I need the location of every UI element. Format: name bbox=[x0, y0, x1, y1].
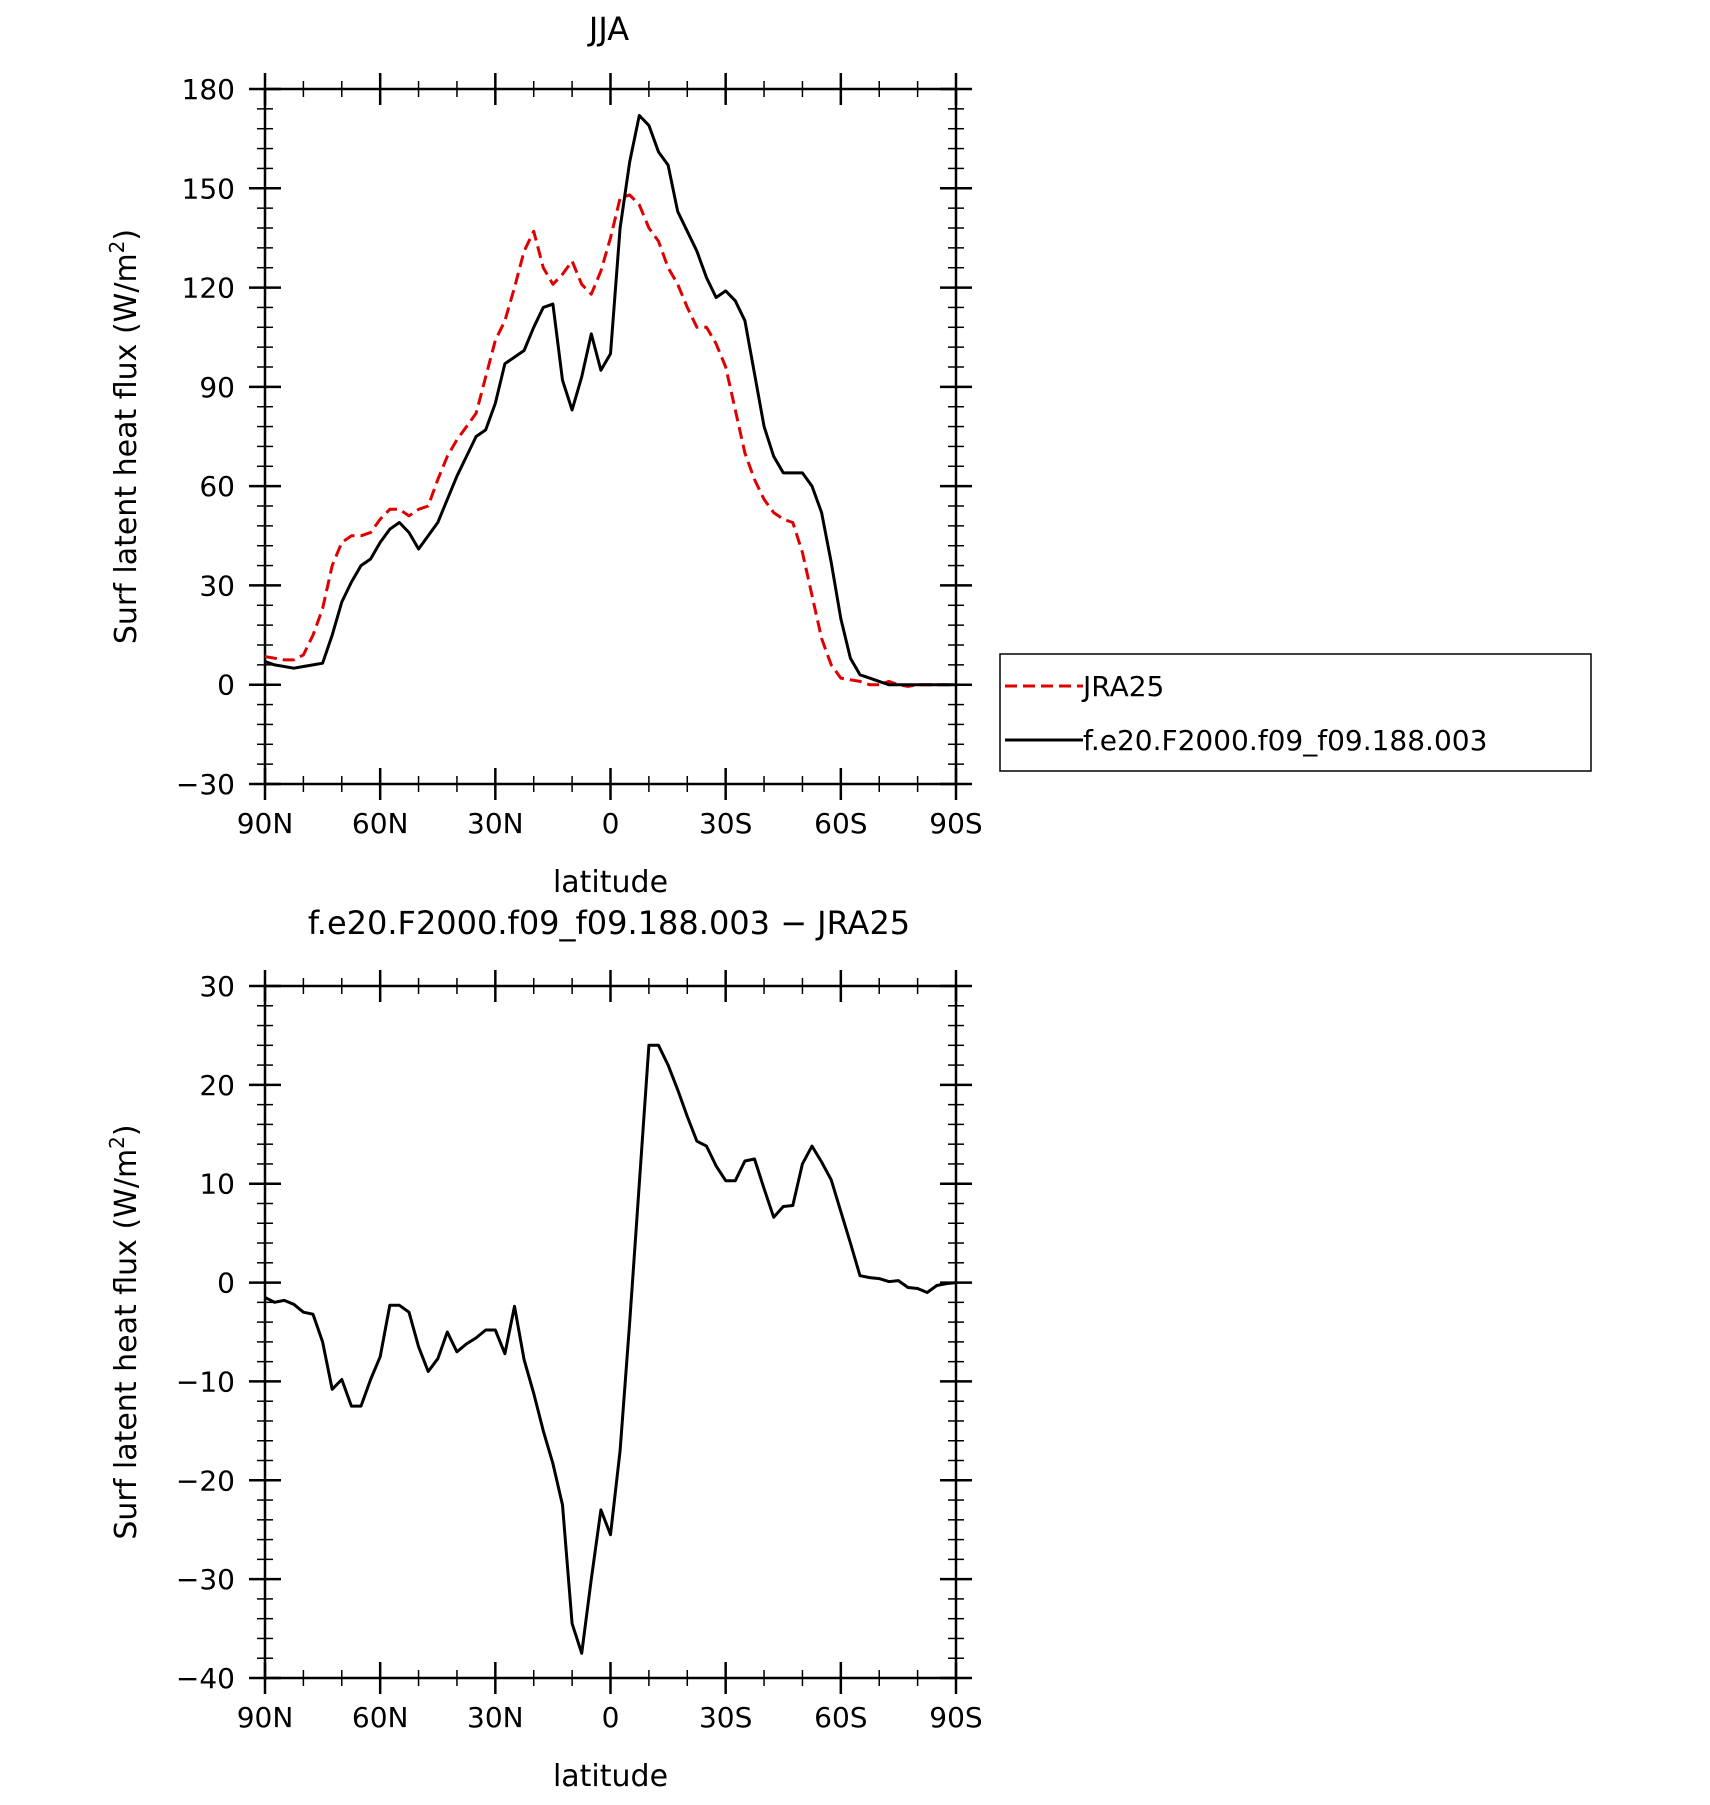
top-panel: JJA −30 0 30 60 90 120 150 180 90N 60N 30N 0 30S 60S 9… bbox=[105, 10, 983, 900]
top-y-tick-label: 0 bbox=[217, 669, 235, 702]
bottom-x-tick-label: 0 bbox=[602, 1701, 620, 1734]
bottom-y-tick-label: 10 bbox=[199, 1168, 235, 1201]
bottom-chart-title: f.e20.F2000.f09_f09.188.003 − JRA25 bbox=[308, 904, 910, 942]
top-series-line-0 bbox=[264, 193, 956, 688]
bottom-x-tick-label: 30N bbox=[467, 1701, 524, 1734]
top-axes: −30 0 30 60 90 120 150 180 90N 60N 30N 0 30S 60S 90S bbox=[176, 73, 983, 840]
top-y-tick-label: 120 bbox=[182, 272, 235, 305]
top-x-tick-label: 90N bbox=[237, 807, 294, 840]
bottom-x-axis-label: latitude bbox=[553, 1759, 668, 1794]
bottom-series-layer bbox=[264, 1043, 957, 1655]
bottom-y-tick-label: −40 bbox=[176, 1662, 235, 1695]
top-series-line-1 bbox=[264, 114, 956, 687]
bottom-x-tick-label: 30S bbox=[699, 1701, 752, 1734]
bottom-plot-frame bbox=[263, 984, 958, 1680]
bottom-y-tick-label: −30 bbox=[176, 1563, 235, 1596]
top-x-tick-label: 30S bbox=[699, 807, 752, 840]
bottom-axes: −40 −30 −20 −10 0 10 20 30 90N 60N 30N 0 30S 60S 90S bbox=[176, 970, 983, 1734]
top-x-tick-label: 90S bbox=[929, 807, 982, 840]
top-x-axis-label: latitude bbox=[553, 865, 668, 900]
top-x-tick-label: 0 bbox=[602, 807, 620, 840]
top-y-tick-label: 90 bbox=[199, 371, 235, 404]
top-y-tick-label: −30 bbox=[176, 768, 235, 801]
top-x-tick-label: 60S bbox=[814, 807, 867, 840]
bottom-panel: f.e20.F2000.f09_f09.188.003 − JRA25 −40−… bbox=[105, 904, 983, 1794]
legend-label-jra25: JRA25 bbox=[1081, 670, 1164, 703]
legend-box bbox=[999, 653, 1592, 772]
bottom-series-line-0 bbox=[264, 1043, 957, 1655]
legend-label-model: f.e20.F2000.f09_f09.188.003 bbox=[1083, 724, 1487, 757]
top-x-tick-label: 30N bbox=[467, 807, 524, 840]
legend: JRA25 f.e20.F2000.f09_f09.188.003 bbox=[999, 653, 1592, 772]
bottom-x-tick-label: 60N bbox=[352, 1701, 409, 1734]
bottom-y-tick-label: 20 bbox=[199, 1069, 235, 1102]
top-chart-title: JJA bbox=[587, 10, 629, 48]
bottom-y-tick-label: −10 bbox=[176, 1365, 235, 1398]
top-y-tick-label: 60 bbox=[199, 470, 235, 503]
bottom-x-tick-label: 60S bbox=[814, 1701, 867, 1734]
top-y-tick-label: 30 bbox=[199, 569, 235, 602]
bottom-y-tick-label: −20 bbox=[176, 1464, 235, 1497]
top-y-tick-label: 150 bbox=[182, 172, 235, 205]
top-series-layer bbox=[264, 114, 956, 688]
bottom-y-tick-label: 30 bbox=[199, 970, 235, 1003]
bottom-y-axis-label: Surf latent heat flux (W/m2) bbox=[105, 1124, 144, 1539]
top-y-axis-label: Surf latent heat flux (W/m2) bbox=[105, 229, 144, 644]
bottom-y-tick-label: 0 bbox=[217, 1267, 235, 1300]
bottom-x-tick-label: 90N bbox=[237, 1701, 294, 1734]
top-x-tick-label: 60N bbox=[352, 807, 409, 840]
bottom-x-tick-label: 90S bbox=[929, 1701, 982, 1734]
top-y-tick-label: 180 bbox=[182, 73, 235, 106]
